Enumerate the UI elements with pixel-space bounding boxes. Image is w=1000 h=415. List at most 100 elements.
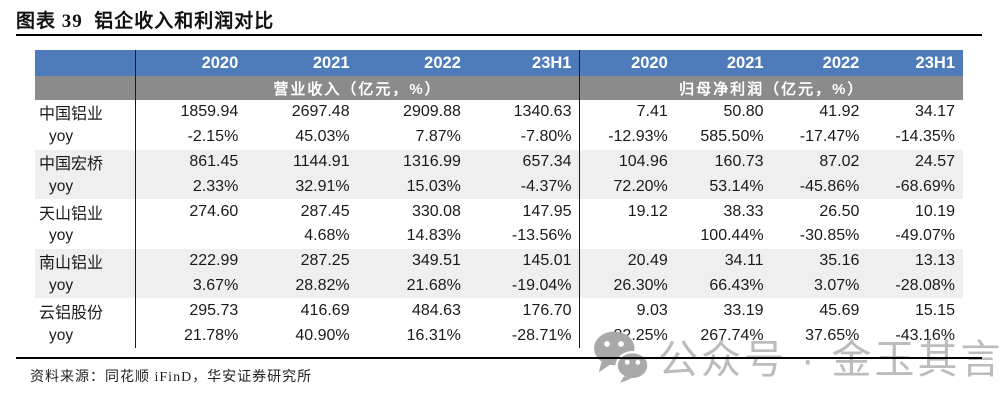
profit-value: -45.86%	[799, 177, 860, 195]
revenue-value: 1859.94	[180, 103, 239, 121]
revenue-value: 4.68%	[304, 227, 350, 245]
table-row-yoy: yoy 4.68% 14.83% -13.56% 100.44% -30.85% -49.0…	[35, 223, 963, 249]
profit-value: 3.07%	[814, 276, 860, 294]
revenue-value: -7.80%	[468, 124, 581, 150]
table-row-yoy: yoy 3.67% 28.82% 21.68% -19.04% 26.30% 66.43% 3…	[35, 273, 963, 299]
yoy-label: yoy	[35, 273, 136, 299]
title-divider	[16, 34, 982, 36]
profit-value: 9.03	[636, 301, 668, 319]
revenue-value: 14.83%	[406, 227, 461, 245]
profit-value: -30.85%	[799, 227, 860, 245]
revenue-value: -13.56%	[468, 223, 581, 249]
profit-value: 35.16	[819, 252, 860, 270]
profit-value: 53.14%	[709, 177, 764, 195]
source-note: 资料来源：同花顺 iFinD，华安证券研究所	[30, 370, 313, 385]
profit-value: 41.92	[819, 103, 860, 121]
revenue-value: 176.70	[468, 298, 581, 324]
year-header: 2022	[424, 53, 461, 72]
profit-value: 34.11	[724, 252, 764, 270]
yoy-label: yoy	[35, 174, 136, 200]
company-name: 中国铝业	[35, 100, 136, 125]
profit-value: 26.30%	[613, 276, 668, 294]
revenue-value: 416.69	[300, 301, 350, 319]
year-header: 2020	[201, 53, 239, 72]
revenue-value: 2.33%	[192, 177, 239, 195]
revenue-value: 484.63	[411, 301, 461, 319]
profit-value: 13.13	[914, 252, 955, 270]
profit-value: 26.50	[819, 202, 860, 220]
corner-cell	[35, 50, 136, 76]
profit-value: 19.12	[627, 202, 668, 220]
profit-value: 45.69	[819, 301, 860, 319]
revenue-value: 21.78%	[184, 326, 239, 344]
profit-value: 10.19	[914, 202, 955, 220]
profit-value: -49.07%	[895, 227, 955, 245]
watermark-text: 公众号 · 金玉其言	[658, 338, 1000, 382]
profit-value: 15.15	[914, 301, 955, 319]
profit-value: -14.35%	[895, 128, 955, 146]
revenue-value: 2909.88	[403, 103, 461, 121]
revenue-value: -2.15%	[187, 128, 239, 146]
revenue-value: 45.03%	[295, 128, 350, 146]
profit-value: 104.96	[618, 152, 668, 170]
revenue-value: 861.45	[189, 152, 239, 170]
revenue-value: 15.03%	[406, 177, 461, 195]
revenue-value	[135, 224, 246, 249]
profit-value: 267.74%	[700, 326, 764, 344]
revenue-value: 287.45	[300, 202, 350, 220]
profit-value: 87.02	[819, 152, 860, 170]
year-header: 2021	[726, 53, 764, 72]
revenue-value: 3.67%	[192, 276, 239, 294]
profit-value: 38.33	[723, 202, 764, 220]
profit-value: 24.57	[914, 152, 955, 170]
yoy-label: yoy	[35, 223, 136, 249]
table-row-company: 云铝股份 295.73 416.69 484.63 176.70 9.03 33.19 45.…	[35, 298, 963, 324]
revenue-value: 287.25	[300, 252, 350, 270]
revenue-value: 274.60	[189, 202, 239, 220]
table-row-company: 中国铝业 1859.94 2697.48 2909.88 1340.63 7.41 50.8…	[35, 100, 963, 125]
section-header-row: 营业收入（亿元，%） 归母净利润（亿元，%）	[35, 76, 963, 100]
table-row-company: 南山铝业 222.99 287.25 349.51 145.01 20.49 34.11 35…	[35, 248, 963, 274]
watermark: 公众号 · 金玉其言	[592, 330, 1000, 384]
profit-value: 72.20%	[613, 177, 668, 195]
profit-value: 37.65%	[805, 326, 860, 344]
revenue-value: 1340.63	[468, 100, 581, 125]
revenue-value: 1144.91	[292, 152, 350, 170]
profit-value: -28.08%	[895, 276, 955, 294]
profit-value: 34.17	[914, 103, 955, 121]
profit-value: 50.80	[723, 103, 764, 121]
year-header-row: 2020 2021 2022 23H1 2020 2021 2022 23H1	[35, 50, 963, 76]
profit-value: 160.73	[714, 152, 764, 170]
profit-value: 33.19	[723, 301, 764, 319]
revenue-value: 7.87%	[415, 128, 461, 146]
year-header: 2022	[822, 53, 860, 72]
table-row-yoy: yoy 2.33% 32.91% 15.03% -4.37% 72.20% 53.14% -4…	[35, 174, 963, 200]
profit-value: -17.47%	[799, 128, 860, 146]
profit-section-header: 归母净利润（亿元，%）	[679, 80, 865, 98]
revenue-value: -28.71%	[468, 323, 581, 348]
revenue-value: 147.95	[468, 199, 581, 224]
year-header: 23H1	[468, 50, 581, 76]
profit-value: -43.16%	[895, 326, 955, 344]
table-body: 中国铝业 1859.94 2697.48 2909.88 1340.63 7.41 50.8…	[35, 100, 963, 348]
table-row-yoy: yoy -2.15% 45.03% 7.87% -7.80% -12.93% 585.50%…	[35, 124, 963, 150]
revenue-value: 330.08	[411, 202, 461, 220]
profit-value: -68.69%	[895, 177, 955, 195]
year-header: 23H1	[915, 53, 955, 72]
revenue-value: 32.91%	[295, 177, 350, 195]
year-header: 2020	[631, 53, 668, 72]
company-name: 南山铝业	[35, 248, 136, 274]
revenue-value: 222.99	[189, 252, 239, 270]
yoy-label: yoy	[35, 323, 136, 348]
revenue-value: 21.68%	[406, 276, 461, 294]
financial-comparison-table: 2020 2021 2022 23H1 2020 2021 2022 23H1 营业收入（亿元…	[35, 50, 963, 348]
footer-divider	[16, 357, 982, 359]
profit-value: 20.49	[627, 252, 668, 270]
revenue-value: 349.51	[411, 252, 461, 270]
section-corner-cell	[35, 76, 136, 100]
company-name: 云铝股份	[35, 298, 136, 324]
revenue-value: -4.37%	[468, 174, 581, 200]
profit-value	[580, 224, 676, 249]
revenue-value: 28.82%	[295, 276, 350, 294]
